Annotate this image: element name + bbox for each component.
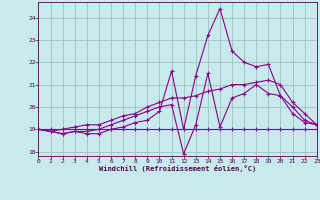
X-axis label: Windchill (Refroidissement éolien,°C): Windchill (Refroidissement éolien,°C) bbox=[99, 165, 256, 172]
